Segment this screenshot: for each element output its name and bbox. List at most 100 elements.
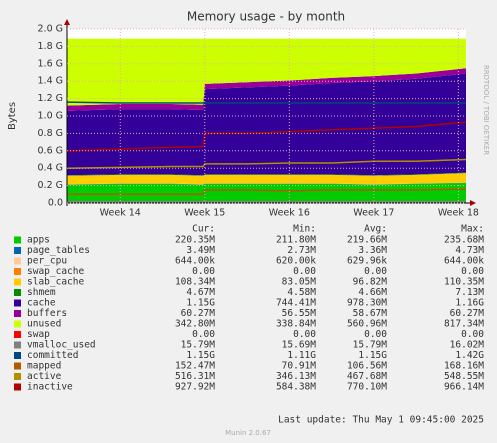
legend-value: 58.67M — [353, 308, 388, 319]
legend-name: cache — [27, 298, 56, 309]
legend-name: per_cpu — [27, 256, 67, 267]
last-update: Last update: Thu May 1 09:45:00 2025 — [278, 415, 484, 426]
legend-swatch — [14, 247, 21, 254]
legend-name: active — [27, 371, 62, 382]
legend-name: page_tables — [27, 245, 90, 256]
area-slab_cache — [67, 173, 466, 185]
legend-swatch — [14, 278, 21, 286]
y-tick-label: 2.0 G — [38, 24, 64, 35]
legend-value: 1.42G — [455, 350, 484, 361]
legend-value: 620.00k — [276, 256, 316, 267]
legend-value: 4.73M — [455, 245, 484, 256]
legend-value: 60.27M — [450, 308, 485, 319]
legend-name: swap — [27, 329, 50, 340]
legend-swatch — [14, 373, 21, 380]
legend-value: 15.69M — [282, 340, 317, 351]
legend-name: mapped — [27, 361, 61, 372]
legend-value: 15.79M — [353, 340, 388, 351]
legend-value: 817.34M — [444, 319, 484, 330]
legend-name: vmalloc_used — [27, 340, 96, 351]
legend-value: 106.56M — [347, 361, 387, 372]
legend-value: 220.35M — [175, 235, 215, 246]
legend-value: 978.30M — [347, 298, 387, 309]
legend-swatch — [14, 289, 21, 296]
y-tick-label: 0.0 — [48, 198, 63, 209]
legend-value: 966.14M — [444, 382, 484, 393]
legend-value: 560.96M — [347, 319, 387, 330]
legend-value: 1.15G — [358, 350, 387, 361]
y-tick-label: 1.6 G — [38, 58, 64, 69]
legend-header: Avg: — [364, 224, 387, 235]
area-page_tables — [67, 182, 466, 185]
legend-value: 548.55M — [444, 371, 484, 382]
legend-name: swap_cache — [27, 266, 84, 277]
line-mapped — [67, 188, 467, 196]
legend-swatch — [14, 257, 21, 265]
legend-value: 0.00 — [364, 266, 387, 277]
line-active — [66, 158, 467, 169]
legend-swatch — [14, 310, 21, 317]
y-tick-label: 0.2 G — [38, 180, 64, 191]
legend-swatch — [14, 236, 21, 244]
legend-header: Min: — [293, 224, 316, 235]
legend-value: 110.35M — [444, 277, 484, 288]
legend-value: 0.00 — [364, 329, 387, 340]
legend-value: 3.36M — [358, 245, 387, 256]
legend-swatch — [14, 383, 21, 391]
legend-swatch — [14, 341, 21, 349]
x-tick-label: Week 17 — [353, 208, 394, 219]
legend-value: 211.80M — [276, 235, 316, 246]
legend-value: 16.02M — [450, 340, 485, 351]
legend-value: 346.13M — [276, 371, 316, 382]
legend-value: 4.67M — [186, 287, 215, 298]
legend-value: 219.66M — [347, 235, 387, 246]
legend: Cur: Min: Avg: Max: apps 220.35M 211.80M 219.66… — [14, 224, 484, 393]
legend-value: 1.16G — [455, 298, 484, 309]
legend-value: 1.15G — [186, 298, 215, 309]
area-cache — [67, 73, 466, 176]
legend-value: 235.68M — [444, 235, 484, 246]
legend-value: 0.00 — [293, 266, 316, 277]
y-tick-label: 0.6 G — [38, 145, 64, 156]
legend-header: Cur: — [192, 224, 215, 235]
line-committed — [66, 101, 466, 104]
legend-value: 0.00 — [461, 329, 484, 340]
legend-swatch — [14, 352, 21, 359]
legend-value: 0.00 — [192, 329, 215, 340]
legend-value: 0.00 — [293, 329, 316, 340]
legend-header: Max: — [461, 224, 484, 235]
legend-swatch — [14, 268, 21, 275]
y-tick-label: 1.0 G — [38, 111, 64, 122]
legend-value: 770.10M — [347, 382, 387, 393]
plot — [66, 38, 467, 203]
legend-value: 3.49M — [186, 245, 215, 256]
legend-swatch — [14, 362, 21, 370]
area-apps — [67, 182, 466, 203]
legend-name: committed — [27, 350, 78, 361]
legend-value: 108.34M — [175, 277, 215, 288]
legend-value: 516.31M — [175, 371, 215, 382]
side-label: RRDTOOL / TOBI OETIKER — [482, 65, 490, 155]
legend-value: 342.80M — [175, 319, 215, 330]
legend-swatch — [14, 320, 21, 328]
legend-value: 4.58M — [287, 287, 316, 298]
legend-name: slab_cache — [27, 277, 84, 288]
legend-value: 83.05M — [282, 277, 317, 288]
area-buffers — [67, 68, 466, 111]
legend-value: 927.92M — [175, 382, 215, 393]
legend-value: 56.55M — [282, 308, 317, 319]
legend-value: 1.11G — [287, 350, 316, 361]
legend-swatch — [14, 299, 21, 307]
legend-name: inactive — [27, 382, 73, 393]
area-unused — [67, 38, 466, 106]
legend-name: unused — [27, 319, 61, 330]
legend-value: 152.47M — [175, 361, 215, 372]
y-axis-label: Bytes — [7, 102, 18, 130]
y-tick-label: 1.2 G — [38, 93, 64, 104]
legend-value: 4.66M — [358, 287, 387, 298]
y-arrow — [64, 19, 70, 25]
y-tick-label: 1.4 G — [38, 76, 64, 87]
legend-value: 644.00k — [175, 256, 215, 267]
legend-value: 1.15G — [186, 350, 215, 361]
y-tick-label: 1.8 G — [38, 41, 64, 52]
